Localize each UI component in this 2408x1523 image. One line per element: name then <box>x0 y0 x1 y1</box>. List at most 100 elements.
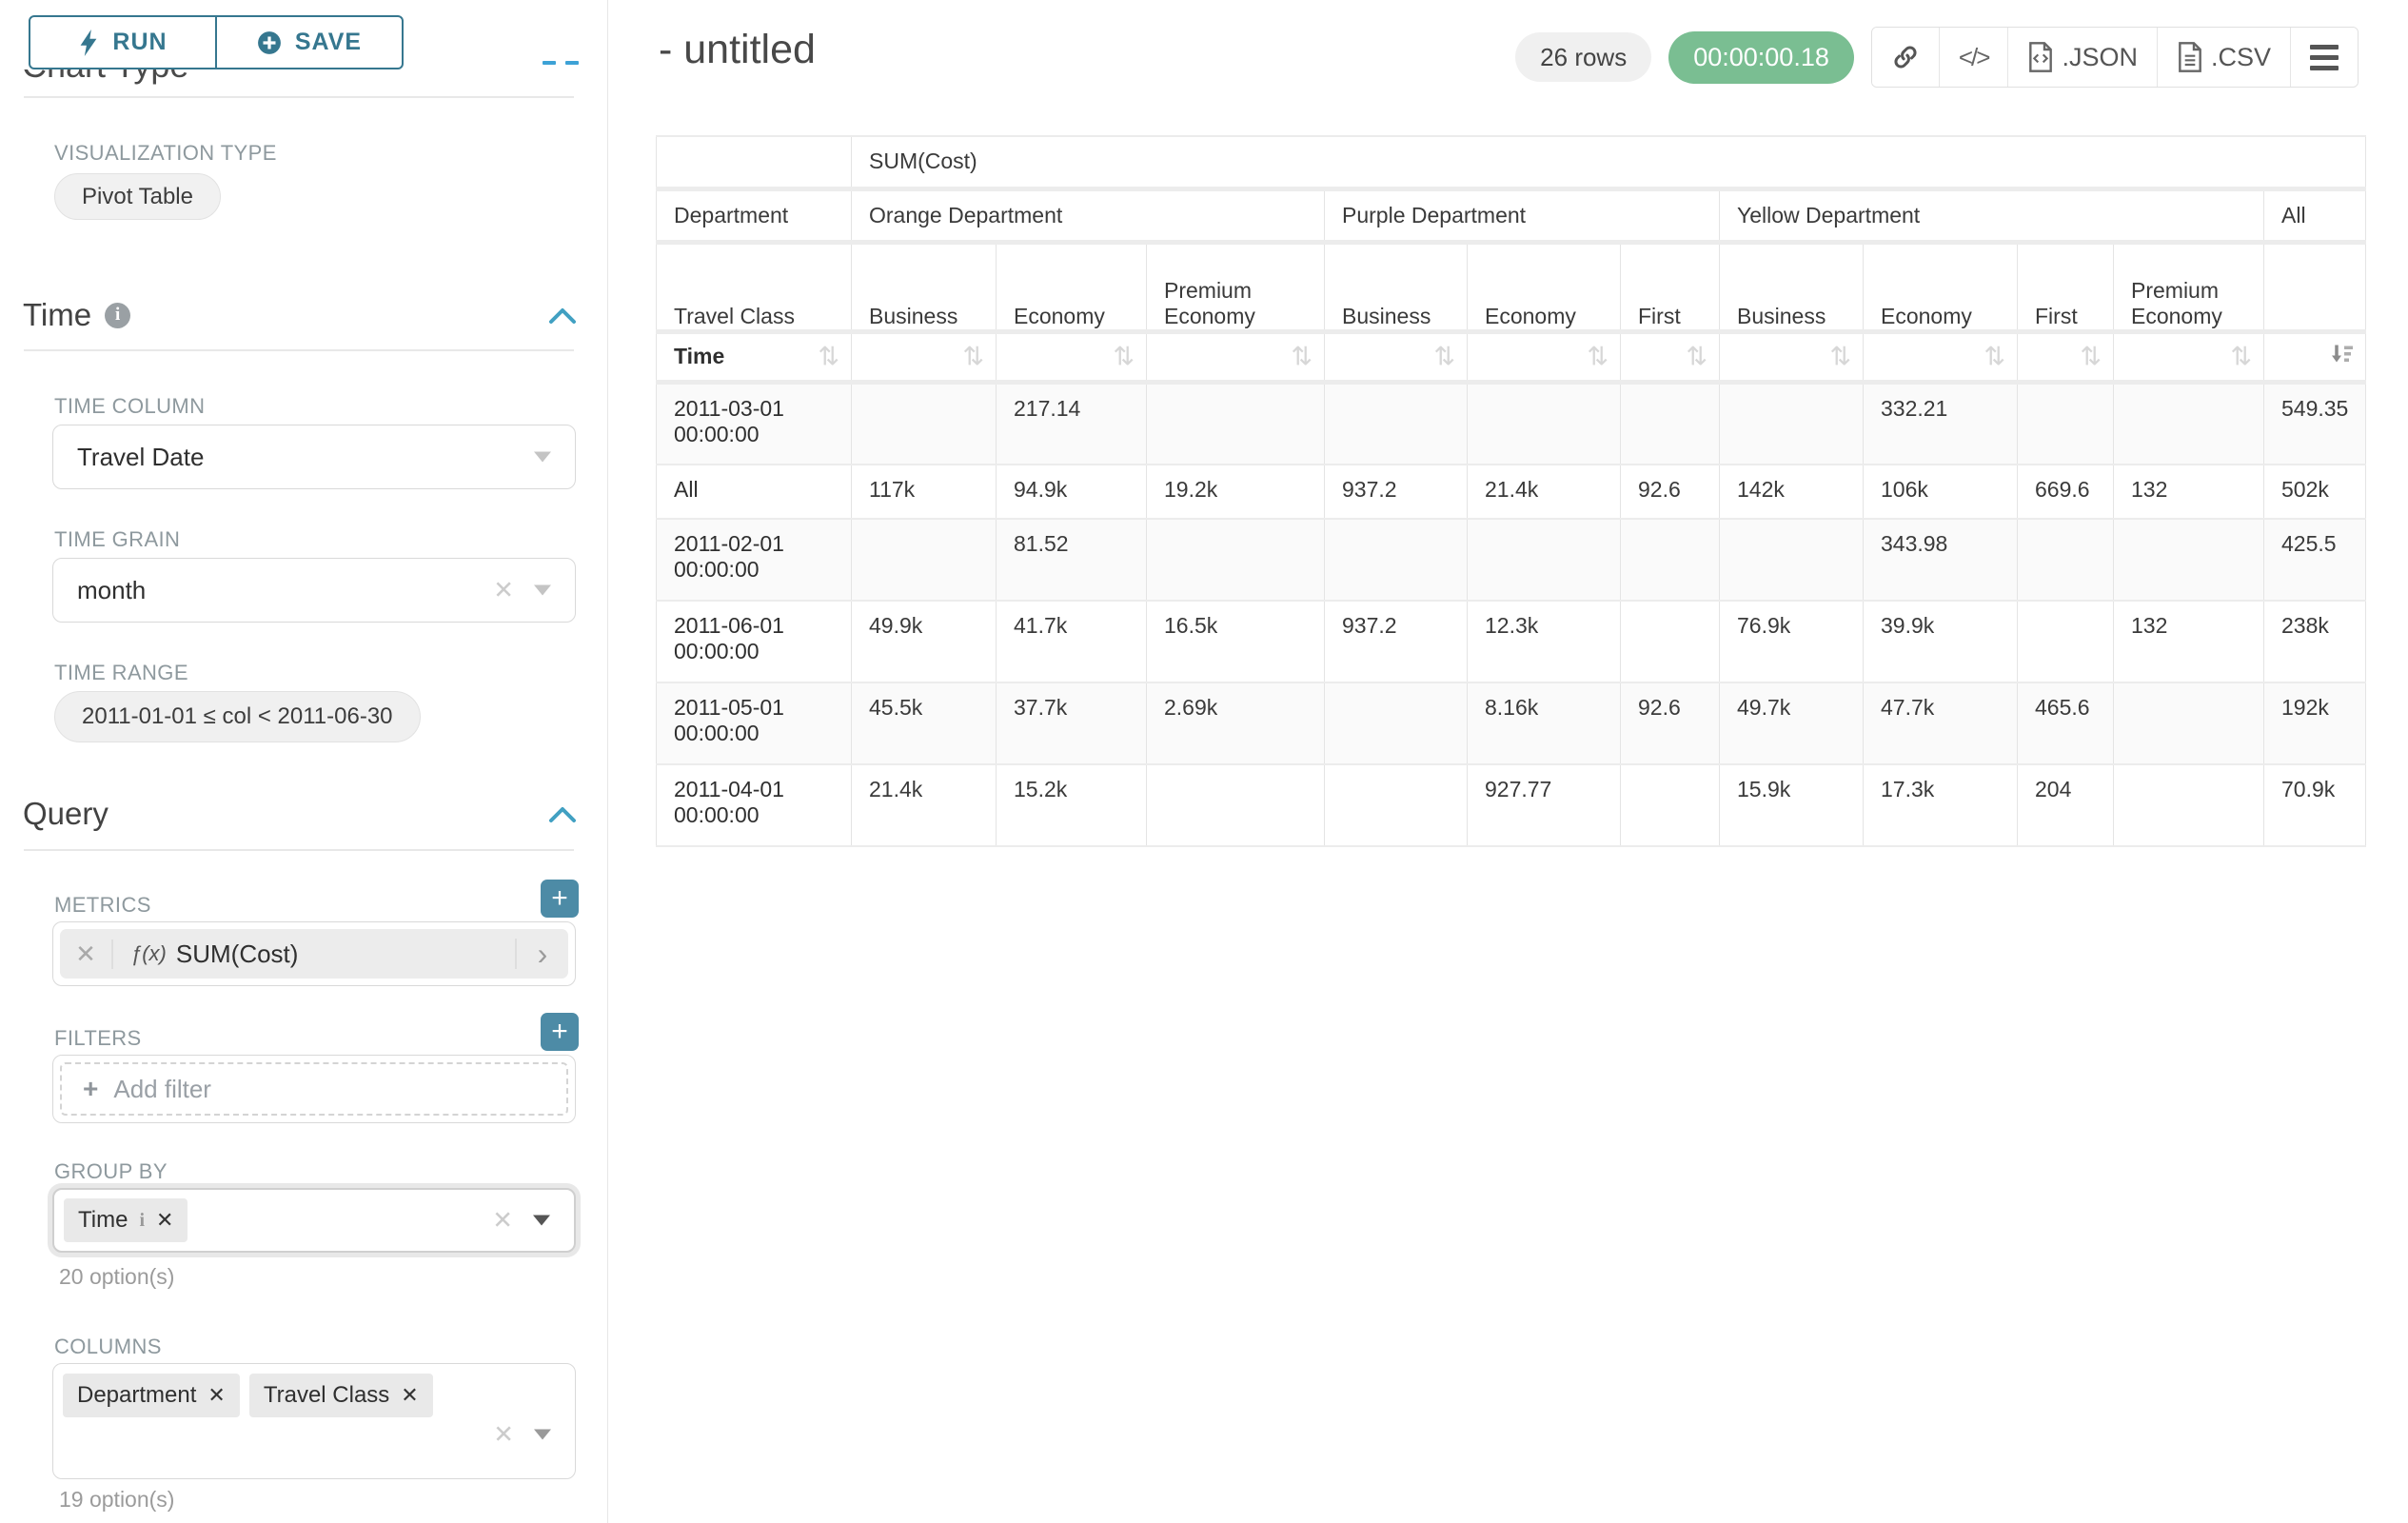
pivot-value-cell: 94.9k <box>996 465 1147 520</box>
pivot-value-cell: 425.5 <box>2262 519 2367 602</box>
group-by-select[interactable]: Time i ✕ ✕ <box>52 1188 576 1253</box>
pivot-table-container: SUM(Cost) Department Orange Department Pur… <box>656 135 2367 847</box>
hamburger-menu-icon <box>2310 44 2339 70</box>
row-header-time: 2011-02-01 00:00:00 <box>656 519 852 602</box>
pivot-value-cell: 2.69k <box>1146 682 1325 765</box>
pivot-value-cell: 217.14 <box>996 382 1147 465</box>
pivot-value-cell: 549.35 <box>2262 382 2367 465</box>
pivot-value-cell: 117k <box>851 465 997 520</box>
remove-tag-icon[interactable]: ✕ <box>156 1208 174 1232</box>
chevron-up-icon[interactable] <box>548 307 577 326</box>
sort-icon[interactable]: ⇅ <box>962 342 984 370</box>
metric-header-row: SUM(Cost) <box>656 135 2367 191</box>
run-button[interactable]: RUN <box>29 15 217 69</box>
pivot-value-cell <box>1324 519 1468 602</box>
pivot-value-cell: 19.2k <box>1146 465 1325 520</box>
pivot-value-cell: 81.52 <box>996 519 1147 602</box>
pivot-value-cell <box>1467 519 1621 602</box>
sort-icon[interactable]: ⇅ <box>1433 342 1455 370</box>
save-button[interactable]: SAVE <box>215 15 404 69</box>
chevron-right-icon[interactable]: › <box>515 939 568 969</box>
info-icon[interactable]: i <box>105 302 131 328</box>
clear-icon[interactable]: ✕ <box>493 575 514 604</box>
time-section-header[interactable]: Time i <box>23 297 131 333</box>
add-filter-plus-button[interactable]: + <box>541 1013 579 1051</box>
sort-icon[interactable]: ⇅ <box>1984 342 2005 370</box>
columns-options-hint: 19 option(s) <box>59 1487 175 1512</box>
pivot-value-cell: 927.77 <box>1467 764 1621 847</box>
metric-name: SUM(Cost) <box>175 939 299 968</box>
pivot-value-cell: 502k <box>2262 465 2367 520</box>
travel-class-header-cell: Business <box>851 241 997 334</box>
metric-header-cell: SUM(Cost) <box>850 135 2367 191</box>
sort-icon[interactable]: ⇅ <box>2080 342 2102 370</box>
table-row: 2011-06-01 00:00:00 49.9k 41.7k 16.5k 937.2 1… <box>656 601 2367 683</box>
metric-pill[interactable]: ✕ ƒ(x) SUM(Cost) › <box>60 929 568 979</box>
more-options-button[interactable] <box>2290 28 2358 87</box>
sort-icon[interactable]: ⇅ <box>1113 342 1135 370</box>
add-metric-button[interactable]: + <box>541 880 579 918</box>
chart-title[interactable]: - untitled <box>659 27 816 72</box>
group-by-tag-time[interactable]: Time i ✕ <box>64 1198 188 1242</box>
clear-icon[interactable]: ✕ <box>493 1419 514 1449</box>
pivot-value-cell: 47.7k <box>1863 682 2018 765</box>
sort-cell: ⇅ <box>996 330 1147 385</box>
export-csv-button[interactable]: .CSV <box>2156 28 2290 87</box>
panel-mini-icon[interactable] <box>565 61 579 65</box>
control-panel: Chart Type RUN SAVE VISUALIZATION TYPE P… <box>0 0 608 1523</box>
pivot-value-cell <box>851 519 997 602</box>
remove-metric-icon[interactable]: ✕ <box>60 939 113 969</box>
pivot-value-cell: 21.4k <box>851 764 997 847</box>
pivot-value-cell: 937.2 <box>1324 601 1468 683</box>
remove-tag-icon[interactable]: ✕ <box>401 1383 419 1407</box>
pivot-value-cell <box>2113 519 2264 602</box>
table-row: 2011-05-01 00:00:00 45.5k 37.7k 2.69k 8.16k 9… <box>656 682 2367 765</box>
sort-icon[interactable]: ⇅ <box>1829 342 1851 370</box>
table-row: 2011-03-01 00:00:00 217.14 332.21 549.35 <box>656 382 2367 465</box>
pivot-value-cell: 92.6 <box>1620 682 1720 765</box>
sort-descending-icon[interactable] <box>2329 342 2354 371</box>
pivot-value-cell <box>2113 764 2264 847</box>
sort-icon[interactable]: ⇅ <box>1587 342 1609 370</box>
pivot-value-cell: 238k <box>2262 601 2367 683</box>
add-filter-button[interactable]: + Add filter <box>60 1062 568 1116</box>
sort-icon[interactable]: ⇅ <box>1291 342 1313 370</box>
chevron-up-icon[interactable] <box>548 805 577 824</box>
travel-class-header-cell: Business <box>1719 241 1864 334</box>
short-link-button[interactable] <box>1871 28 1939 87</box>
department-row-label: Department <box>656 188 852 245</box>
panel-mini-icon[interactable] <box>543 61 556 65</box>
pivot-value-cell: 8.16k <box>1467 682 1621 765</box>
embed-code-button[interactable]: </> <box>1938 28 2008 87</box>
pivot-value-cell <box>2017 601 2114 683</box>
column-info-icon[interactable]: i <box>139 1209 146 1231</box>
time-range-pill[interactable]: 2011-01-01 ≤ col < 2011-06-30 <box>54 691 421 742</box>
pivot-value-cell <box>1620 764 1720 847</box>
export-json-button[interactable]: .JSON <box>2007 28 2157 87</box>
sort-icon[interactable]: ⇅ <box>2230 342 2252 370</box>
sort-icon[interactable]: ⇅ <box>1686 342 1707 370</box>
chevron-down-icon <box>534 584 551 596</box>
result-toolbar: 26 rows 00:00:00.18 </> .JSON <box>1515 27 2359 88</box>
pivot-value-cell: 15.2k <box>996 764 1147 847</box>
pivot-value-cell: 16.5k <box>1146 601 1325 683</box>
chevron-down-icon <box>534 451 551 463</box>
sort-cell: ⇅ <box>1467 330 1621 385</box>
visualization-type-pill[interactable]: Pivot Table <box>54 173 221 220</box>
corner-cell <box>656 135 852 191</box>
pivot-table: SUM(Cost) Department Orange Department Pur… <box>656 135 2367 847</box>
table-row: All 117k 94.9k 19.2k 937.2 21.4k 92.6 142k 106k 6… <box>656 465 2367 520</box>
visualization-type-label: VISUALIZATION TYPE <box>54 141 277 165</box>
time-column-select[interactable]: Travel Date <box>52 425 576 489</box>
columns-select[interactable]: Department ✕ Travel Class ✕ ✕ <box>52 1363 576 1479</box>
section-divider <box>24 349 574 351</box>
clear-icon[interactable]: ✕ <box>492 1205 513 1235</box>
columns-tag-department[interactable]: Department ✕ <box>63 1374 240 1417</box>
remove-tag-icon[interactable]: ✕ <box>207 1383 226 1407</box>
columns-tag-travel-class[interactable]: Travel Class ✕ <box>248 1374 433 1417</box>
time-grain-select[interactable]: month ✕ <box>52 558 576 623</box>
row-header-time: 2011-03-01 00:00:00 <box>656 382 852 465</box>
sort-icon[interactable]: ⇅ <box>818 342 839 370</box>
query-section-header[interactable]: Query <box>23 796 109 831</box>
pivot-value-cell <box>1146 519 1325 602</box>
